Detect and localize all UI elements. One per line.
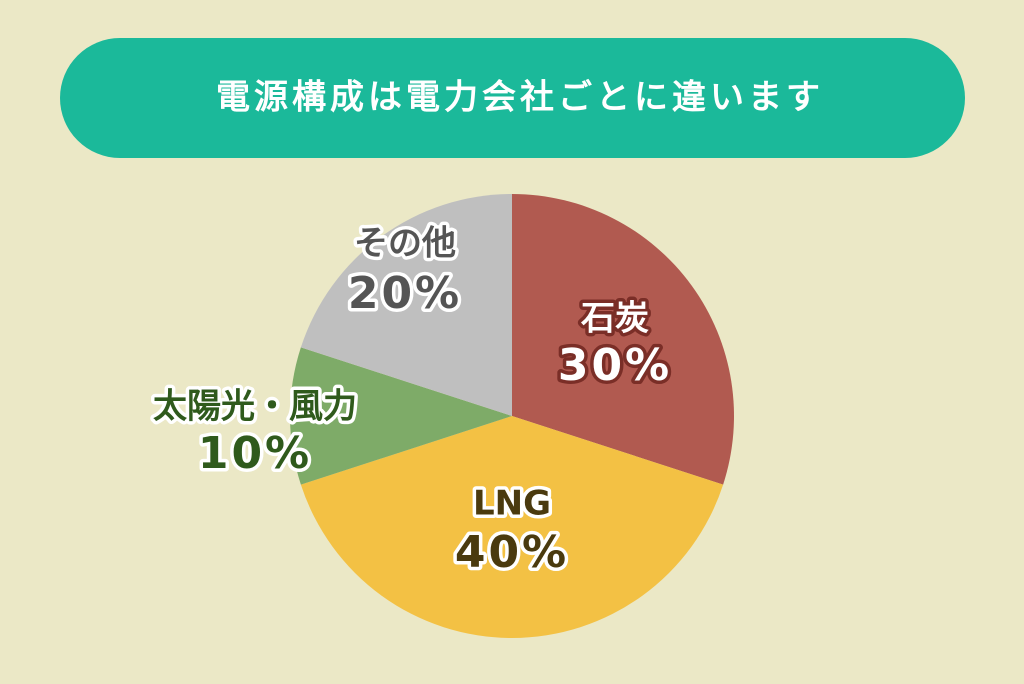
pie-slice <box>512 194 734 485</box>
slice-label: LNG <box>473 484 551 524</box>
slice-label: 太陽光・風力 <box>153 387 357 427</box>
slice-label: その他 <box>354 224 456 264</box>
chart-title: 電源構成は電力会社ごとに違います <box>216 78 824 118</box>
pie-slice <box>300 416 724 638</box>
pie-slice <box>290 347 512 485</box>
title-banner <box>60 38 965 158</box>
value-label: 40% <box>455 527 569 578</box>
value-label: 10% <box>198 428 312 479</box>
pie-slice <box>300 194 512 416</box>
value-label: 20% <box>348 268 462 319</box>
value-label: 30% <box>558 340 672 391</box>
slice-label: 石炭 <box>580 299 649 339</box>
